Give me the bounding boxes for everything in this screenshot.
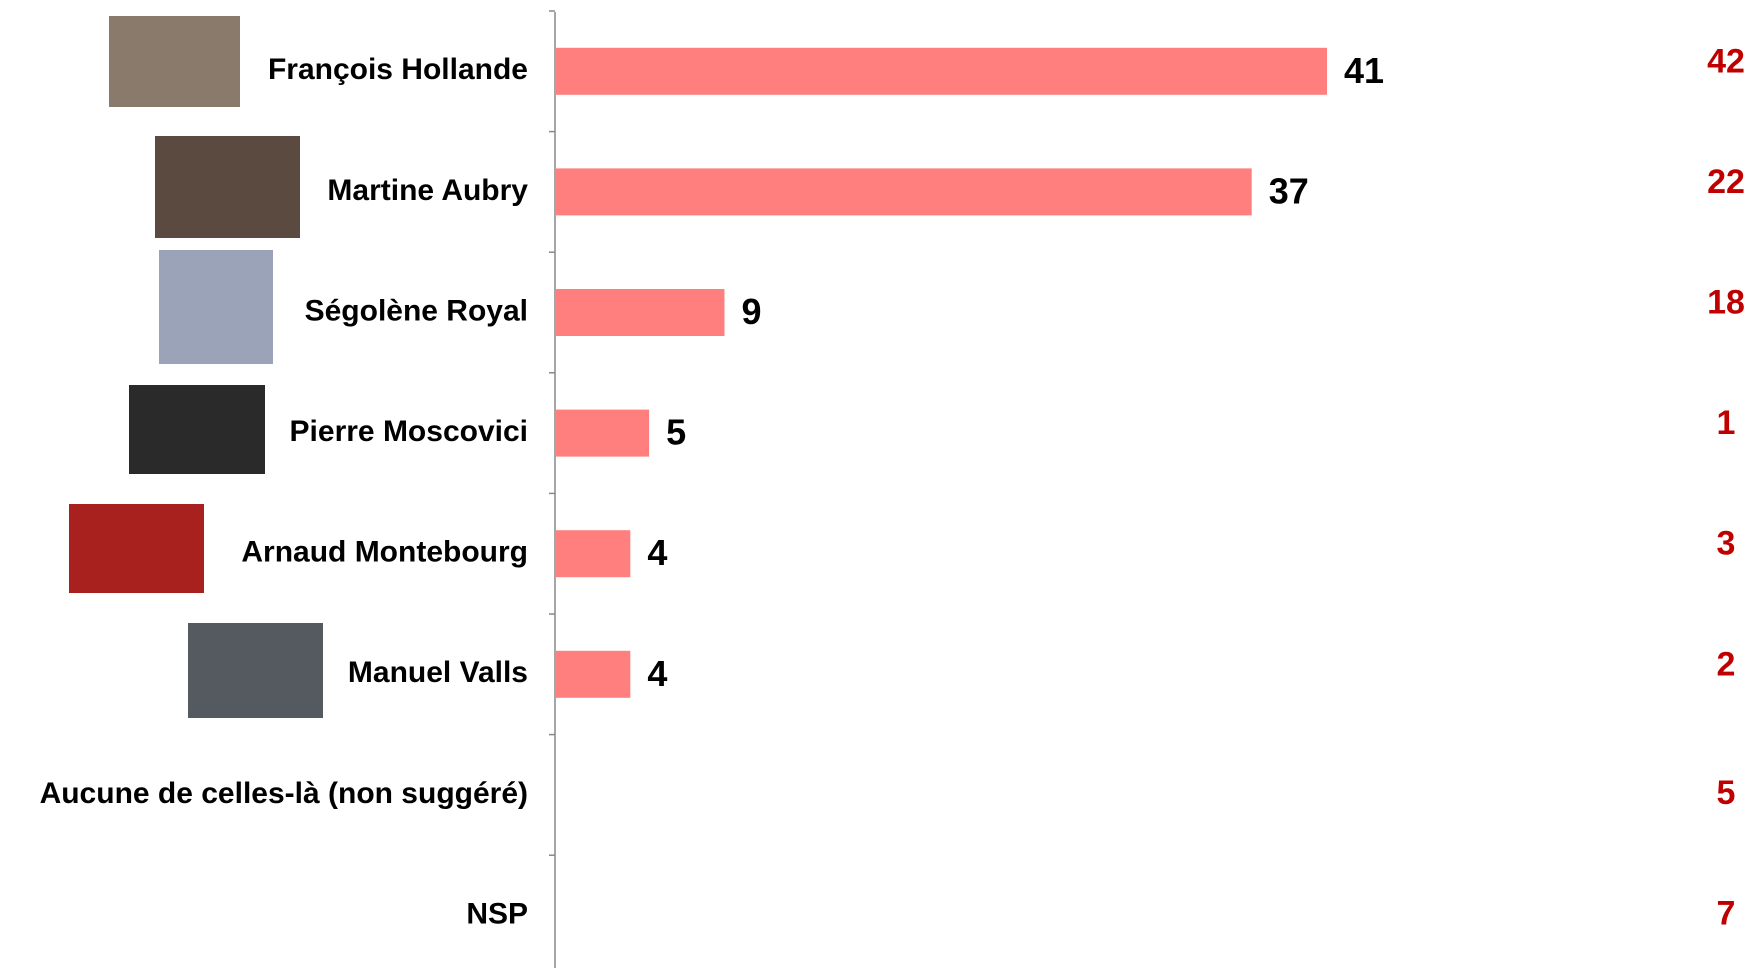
photo <box>129 385 265 474</box>
comparison-label: 3 <box>1717 525 1736 563</box>
photo <box>188 623 323 718</box>
value-label: 4 <box>647 653 667 694</box>
bar <box>555 48 1327 95</box>
bar <box>555 410 649 457</box>
page: François Hollande4142Martine Aubry3722Sé… <box>0 0 1749 970</box>
category-label: Ségolène Royal <box>305 294 528 327</box>
bar <box>555 289 724 336</box>
comparison-label: 22 <box>1707 163 1745 201</box>
comparison-label: 2 <box>1717 645 1736 683</box>
comparison-label: 1 <box>1717 404 1736 442</box>
photo <box>159 250 273 364</box>
comparison-label: 7 <box>1717 894 1736 932</box>
value-label: 4 <box>647 532 667 573</box>
photo <box>155 136 300 238</box>
category-label: Aucune de celles-là (non suggéré) <box>40 777 528 810</box>
category-label: Pierre Moscovici <box>290 415 528 448</box>
category-label: Manuel Valls <box>348 656 528 689</box>
category-label: NSP <box>466 897 528 930</box>
comparison-label: 5 <box>1717 774 1736 812</box>
photo <box>109 16 240 107</box>
value-label: 9 <box>741 291 761 332</box>
category-label: Martine Aubry <box>327 174 528 207</box>
category-label: Arnaud Montebourg <box>241 536 528 569</box>
value-label: 41 <box>1344 50 1384 91</box>
category-label: François Hollande <box>268 53 528 86</box>
comparison-label: 42 <box>1707 42 1745 80</box>
bar <box>555 168 1252 215</box>
value-label: 5 <box>666 412 686 453</box>
bar <box>555 530 630 577</box>
photo <box>69 504 204 593</box>
bar <box>555 651 630 698</box>
chart: François Hollande4142Martine Aubry3722Sé… <box>0 0 1749 970</box>
value-label: 37 <box>1269 170 1309 211</box>
comparison-label: 18 <box>1707 283 1745 321</box>
